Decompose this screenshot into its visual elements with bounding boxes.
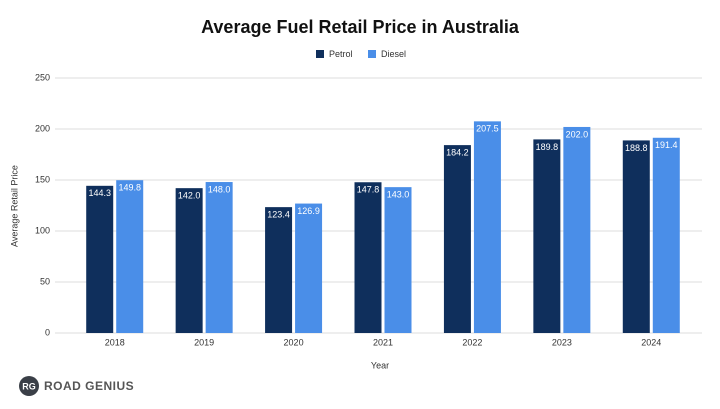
x-tick-label: 2021	[373, 337, 393, 347]
y-tick-label: 150	[35, 174, 50, 184]
value-label: 126.9	[297, 206, 320, 216]
x-tick-label: 2022	[462, 337, 482, 347]
value-label: 123.4	[267, 210, 290, 220]
bar	[265, 207, 293, 333]
y-tick-label: 50	[40, 276, 50, 286]
legend-swatch	[368, 50, 376, 58]
chart-title: Average Fuel Retail Price in Australia	[201, 17, 520, 37]
bar	[652, 137, 680, 333]
x-tick-label: 2018	[105, 337, 125, 347]
value-label: 148.0	[208, 184, 231, 194]
bar	[533, 139, 561, 333]
value-label: 149.8	[118, 183, 141, 193]
y-tick-label: 250	[35, 72, 50, 82]
value-label: 143.0	[387, 190, 410, 200]
bar	[563, 126, 591, 334]
legend-swatch	[316, 50, 324, 58]
bar	[354, 182, 382, 333]
x-tick-label: 2024	[641, 337, 661, 347]
value-label: 147.8	[357, 185, 380, 195]
y-axis-label: Average Retail Price	[9, 165, 19, 247]
bar	[384, 187, 412, 333]
value-label: 202.0	[566, 129, 589, 139]
value-label: 189.8	[536, 142, 559, 152]
brand-name: ROAD GENIUS	[44, 379, 134, 393]
x-tick-label: 2019	[194, 337, 214, 347]
value-label: 188.8	[625, 143, 648, 153]
bar	[295, 203, 323, 333]
value-label: 191.4	[655, 140, 678, 150]
x-tick-label: 2020	[284, 337, 304, 347]
bar	[622, 140, 650, 333]
bar	[86, 185, 114, 333]
bar	[175, 188, 203, 333]
y-tick-label: 0	[45, 327, 50, 337]
bar	[116, 180, 144, 333]
y-tick-label: 200	[35, 123, 50, 133]
x-axis-label: Year	[371, 360, 389, 370]
value-label: 144.3	[88, 188, 111, 198]
bar	[443, 145, 471, 333]
legend-label: Diesel	[381, 49, 406, 59]
value-label: 184.2	[446, 147, 469, 157]
value-label: 142.0	[178, 191, 201, 201]
legend-label: Petrol	[329, 49, 353, 59]
value-label: 207.5	[476, 124, 499, 134]
bar	[205, 182, 233, 333]
logo-circle	[19, 376, 39, 396]
bar	[473, 121, 501, 333]
logo-mark: RG	[22, 381, 36, 391]
y-tick-label: 100	[35, 225, 50, 235]
x-tick-label: 2023	[552, 337, 572, 347]
